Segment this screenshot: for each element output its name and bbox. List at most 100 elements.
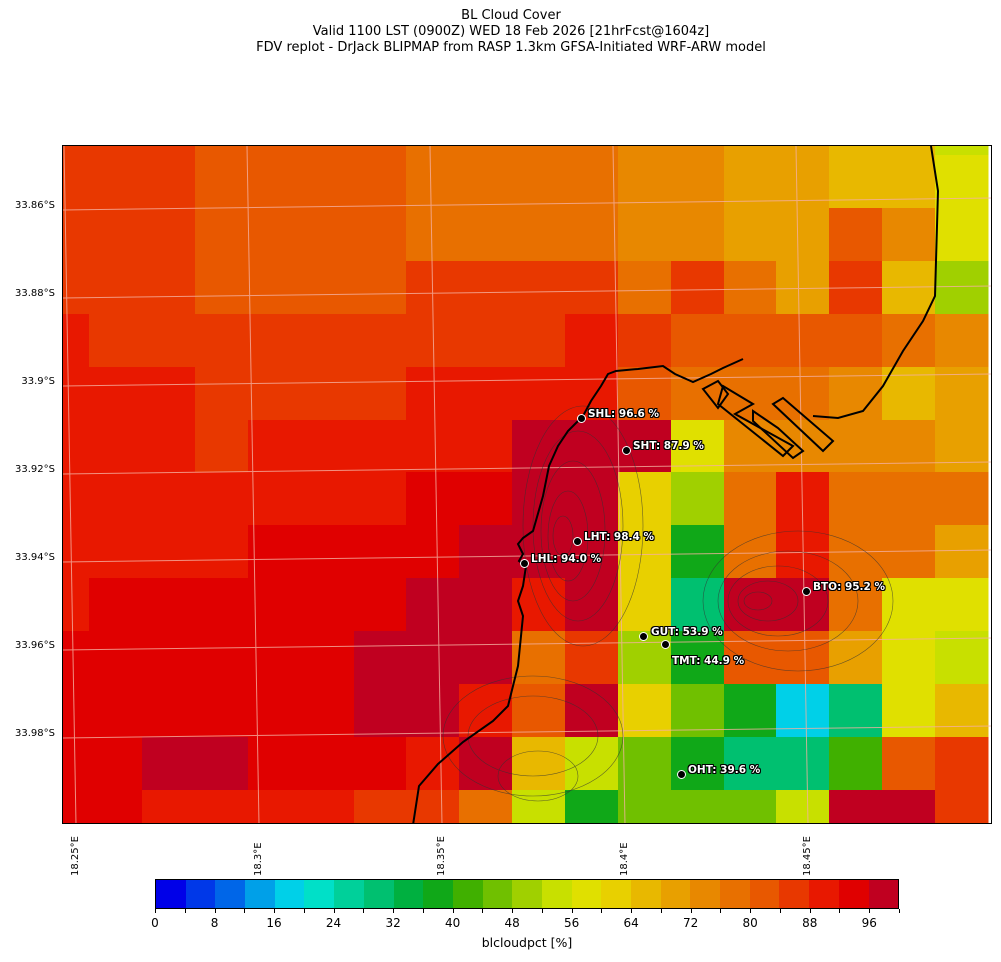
heatmap-cell (142, 790, 196, 823)
heatmap-cell (301, 578, 355, 632)
heatmap-cell (142, 472, 196, 526)
heatmap-cell (935, 737, 989, 791)
colorbar-tick (482, 909, 483, 913)
plot-title: BL Cloud Cover (461, 8, 561, 23)
heatmap-cell (406, 684, 460, 738)
heatmap-cell (565, 472, 619, 526)
heatmap-cell (89, 578, 143, 632)
heatmap-cell (248, 737, 302, 791)
heatmap-cell (935, 472, 989, 526)
heatmap-cell (89, 790, 143, 823)
heatmap-cell (248, 314, 302, 368)
colorbar-tick (839, 909, 840, 913)
heatmap-cell (671, 146, 725, 156)
heatmap-cell (195, 420, 249, 473)
colorbar-tick-label: 0 (151, 916, 159, 930)
heatmap-cell (882, 631, 936, 685)
heatmap-cell (724, 314, 777, 368)
heatmap-cell (512, 314, 566, 368)
y-tick-label: 33.94°S (15, 552, 55, 563)
heatmap-cell (63, 737, 90, 791)
x-tick-label: 18.4°E (619, 842, 630, 876)
heatmap-cell (671, 472, 725, 526)
heatmap-cell (618, 737, 672, 791)
heatmap-cell (724, 472, 777, 526)
y-tick-label: 33.88°S (15, 288, 55, 299)
heatmap-cell (301, 314, 355, 368)
heatmap-cell (671, 208, 725, 262)
colorbar-tick (780, 909, 781, 913)
heatmap-cell (829, 578, 883, 632)
colorbar-tick (810, 909, 811, 913)
heatmap-cell (565, 420, 619, 473)
heatmap-cell (565, 790, 619, 823)
heatmap-cell (406, 472, 460, 526)
heatmap-cell (459, 367, 513, 421)
heatmap-cell (565, 261, 619, 315)
station-marker-icon (577, 414, 586, 423)
colorbar-tick (601, 909, 602, 913)
colorbar-tick (691, 909, 692, 913)
heatmap-cell (618, 525, 672, 579)
heatmap-cell (63, 578, 90, 632)
heatmap-cell (301, 525, 355, 579)
heatmap-cell (63, 367, 90, 421)
colorbar-swatch (482, 880, 513, 908)
x-tick-label: 18.3°E (253, 842, 264, 876)
heatmap-cell (301, 367, 355, 421)
heatmap-cell (671, 420, 725, 473)
heatmap-cell (195, 684, 249, 738)
colorbar-swatch (334, 880, 364, 908)
colorbar-tick (899, 909, 900, 913)
heatmap-cell (406, 146, 460, 156)
heatmap-cell (935, 420, 989, 473)
station-marker-icon (639, 632, 648, 641)
heatmap-cell (565, 684, 619, 738)
colorbar-tick (572, 909, 573, 913)
heatmap-cell (63, 472, 90, 526)
colorbar-swatch (156, 880, 186, 908)
y-tick-label: 33.86°S (15, 200, 55, 211)
heatmap-cell (301, 737, 355, 791)
heatmap-cell (406, 525, 460, 579)
heatmap-cell (63, 684, 90, 738)
heatmap-cell (512, 261, 566, 315)
heatmap-cell (195, 472, 249, 526)
colorbar-tick-label: 16 (266, 916, 282, 930)
colorbar-tick (542, 909, 543, 913)
heatmap-cell (406, 208, 460, 262)
colorbar-tick-label: 24 (325, 916, 342, 930)
heatmap-cell (89, 314, 143, 368)
terrain-contours (442, 405, 894, 802)
heatmap-cell (724, 631, 777, 685)
heatmap-cell (89, 208, 143, 262)
heatmap-cell (354, 420, 407, 473)
heatmap-cell (406, 737, 460, 791)
heatmap-cell (142, 737, 196, 791)
heatmap-cell (618, 146, 672, 156)
heatmap-cell (935, 261, 989, 315)
heatmap-cell (671, 790, 725, 823)
heatmap-cell (935, 790, 989, 823)
colorbar-tick (869, 909, 870, 913)
heatmap-cell (195, 146, 249, 156)
heatmap-cell (776, 146, 830, 156)
heatmap-cell (935, 525, 989, 579)
colorbar-tick-label: 40 (444, 916, 461, 930)
heatmap-cell (829, 472, 883, 526)
heatmap-cell (301, 790, 355, 823)
heatmap-cell (512, 684, 566, 738)
heatmap-cell (195, 155, 249, 209)
heatmap-cell (89, 367, 143, 421)
station-label-oht: OHT: 39.6 % (688, 764, 761, 776)
heatmap-cell (63, 146, 90, 156)
heatmap-cell (248, 578, 302, 632)
heatmap-cell (354, 472, 407, 526)
x-tick-label: 18.25°E (70, 836, 81, 876)
heatmap-cell (301, 420, 355, 473)
heatmap-cell (89, 420, 143, 473)
heatmap-cell (935, 155, 989, 209)
colorbar-tick (185, 909, 186, 913)
colorbar-tick-label: 88 (802, 916, 818, 930)
heatmap-cell (406, 578, 460, 632)
